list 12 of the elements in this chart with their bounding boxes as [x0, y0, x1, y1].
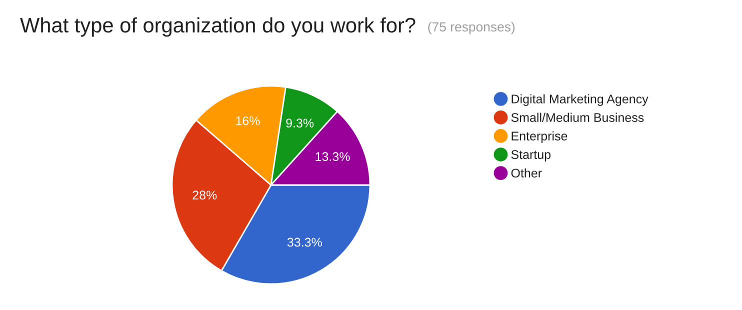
legend-label: Enterprise — [512, 131, 568, 143]
chart-subtitle: (75 responses) — [428, 22, 515, 34]
data-label: 16% — [236, 116, 260, 126]
data-label: 9.3% — [286, 118, 314, 128]
data-label: 33.3% — [287, 238, 322, 247]
legend-label: Digital Marketing Agency — [512, 94, 648, 106]
legend-label: Small/Medium Business — [511, 112, 644, 122]
chart-title: What type of organization do you work for? — [20, 17, 416, 37]
data-label: 28% — [192, 190, 217, 200]
legend-label: Startup — [511, 150, 551, 162]
data-label: 13.3% — [316, 152, 350, 162]
legend-label: Other — [511, 168, 542, 178]
